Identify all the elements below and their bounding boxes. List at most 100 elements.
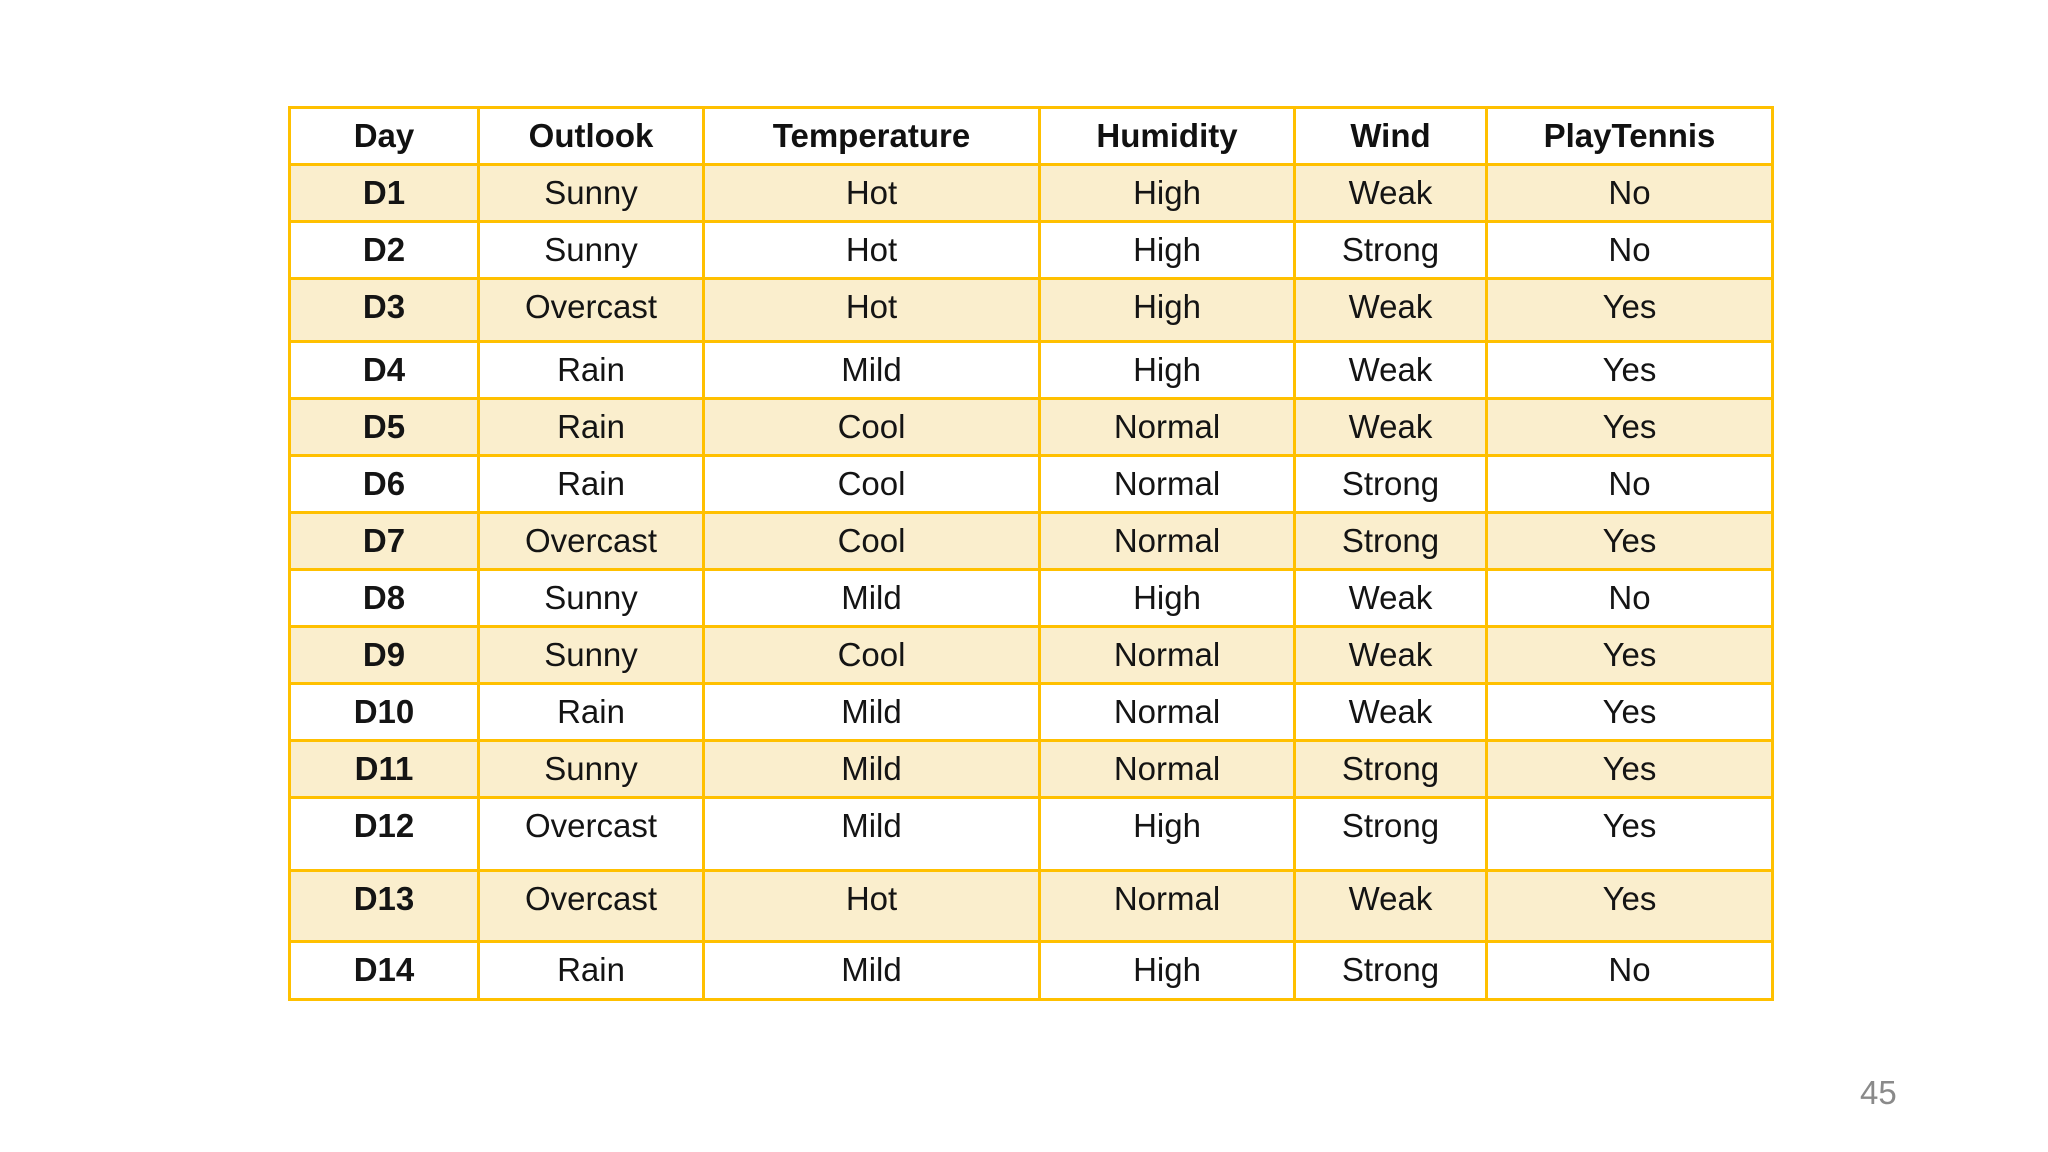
cell: Cool [702, 511, 1041, 571]
cell: Strong [1293, 739, 1488, 799]
table-row: D4 Rain Mild High Weak Yes [288, 340, 1774, 400]
cell: D13 [288, 869, 480, 943]
cell: D3 [288, 277, 480, 343]
cell: Yes [1485, 625, 1774, 685]
cell: Yes [1485, 682, 1774, 742]
cell: No [1485, 163, 1774, 223]
column-header-wind: Wind [1293, 106, 1488, 166]
cell: No [1485, 568, 1774, 628]
table-row: D1 Sunny Hot High Weak No [288, 163, 1774, 223]
cell: Yes [1485, 277, 1774, 343]
column-header-outlook: Outlook [477, 106, 705, 166]
table-row: D2 Sunny Hot High Strong No [288, 220, 1774, 280]
cell: D1 [288, 163, 480, 223]
cell: Mild [702, 340, 1041, 400]
page-number: 45 [1860, 1074, 1897, 1111]
cell: Rain [477, 682, 705, 742]
cell: Weak [1293, 340, 1488, 400]
table-header-row: Day Outlook Temperature Humidity Wind PlayTen… [288, 106, 1774, 166]
cell: D8 [288, 568, 480, 628]
table-row: D13 Overcast Hot Normal Weak Yes [288, 869, 1774, 943]
cell: Cool [702, 397, 1041, 457]
cell: Strong [1293, 511, 1488, 571]
cell: Normal [1038, 397, 1296, 457]
cell: Rain [477, 454, 705, 514]
cell: High [1038, 568, 1296, 628]
cell: Yes [1485, 397, 1774, 457]
cell: Normal [1038, 454, 1296, 514]
cell: Mild [702, 682, 1041, 742]
cell: Rain [477, 940, 705, 1001]
column-header-temperature: Temperature [702, 106, 1041, 166]
cell: Normal [1038, 511, 1296, 571]
cell: Strong [1293, 220, 1488, 280]
table-row: D6 Rain Cool Normal Strong No [288, 454, 1774, 514]
cell: Yes [1485, 511, 1774, 571]
table-row: D7 Overcast Cool Normal Strong Yes [288, 511, 1774, 571]
column-header-day: Day [288, 106, 480, 166]
cell: High [1038, 796, 1296, 872]
column-header-humidity: Humidity [1038, 106, 1296, 166]
cell: High [1038, 163, 1296, 223]
table-body: D1 Sunny Hot High Weak No D2 Sunny Hot High Strong… [288, 163, 1774, 1001]
cell: Cool [702, 454, 1041, 514]
cell: Weak [1293, 568, 1488, 628]
cell: Normal [1038, 869, 1296, 943]
cell: No [1485, 454, 1774, 514]
cell: Weak [1293, 397, 1488, 457]
cell: Hot [702, 869, 1041, 943]
column-header-playtennis: PlayTennis [1485, 106, 1774, 166]
cell: Normal [1038, 682, 1296, 742]
cell: D6 [288, 454, 480, 514]
cell: Weak [1293, 682, 1488, 742]
cell: No [1485, 220, 1774, 280]
cell: Cool [702, 625, 1041, 685]
cell: Normal [1038, 625, 1296, 685]
cell: D10 [288, 682, 480, 742]
cell: Weak [1293, 163, 1488, 223]
cell: Strong [1293, 796, 1488, 872]
cell: Overcast [477, 277, 705, 343]
cell: High [1038, 277, 1296, 343]
cell: Hot [702, 277, 1041, 343]
cell: Mild [702, 940, 1041, 1001]
cell: Sunny [477, 568, 705, 628]
cell: Weak [1293, 277, 1488, 343]
cell: Mild [702, 568, 1041, 628]
cell: Weak [1293, 625, 1488, 685]
cell: Sunny [477, 220, 705, 280]
play-tennis-table: Day Outlook Temperature Humidity Wind PlayTen… [288, 106, 1774, 1001]
cell: Strong [1293, 454, 1488, 514]
cell: Yes [1485, 340, 1774, 400]
cell: Sunny [477, 163, 705, 223]
cell: Overcast [477, 511, 705, 571]
cell: Overcast [477, 869, 705, 943]
cell: High [1038, 940, 1296, 1001]
cell: Rain [477, 397, 705, 457]
cell: Rain [477, 340, 705, 400]
cell: D9 [288, 625, 480, 685]
table-row: D5 Rain Cool Normal Weak Yes [288, 397, 1774, 457]
table-row: D10 Rain Mild Normal Weak Yes [288, 682, 1774, 742]
table-row: D3 Overcast Hot High Weak Yes [288, 277, 1774, 343]
cell: Overcast [477, 796, 705, 872]
cell: Mild [702, 739, 1041, 799]
cell: Hot [702, 220, 1041, 280]
cell: Yes [1485, 869, 1774, 943]
cell: D5 [288, 397, 480, 457]
table-row: D12 Overcast Mild High Strong Yes [288, 796, 1774, 872]
table-row: D14 Rain Mild High Strong No [288, 940, 1774, 1001]
cell: No [1485, 940, 1774, 1001]
table-row: D8 Sunny Mild High Weak No [288, 568, 1774, 628]
cell: D4 [288, 340, 480, 400]
cell: D12 [288, 796, 480, 872]
cell: Weak [1293, 869, 1488, 943]
cell: Mild [702, 796, 1041, 872]
cell: D11 [288, 739, 480, 799]
cell: Hot [702, 163, 1041, 223]
table-row: D11 Sunny Mild Normal Strong Yes [288, 739, 1774, 799]
cell: Sunny [477, 625, 705, 685]
cell: D2 [288, 220, 480, 280]
cell: High [1038, 220, 1296, 280]
